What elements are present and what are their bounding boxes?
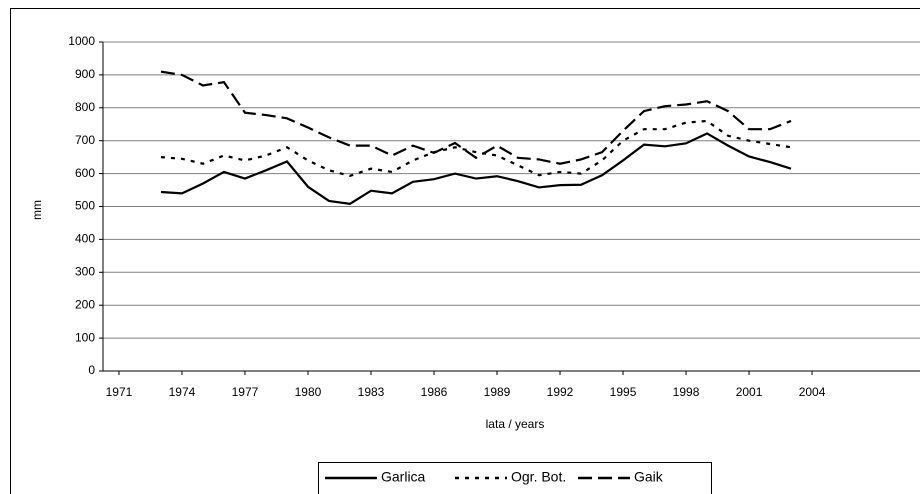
y-tick-label: 500 — [75, 199, 95, 213]
y-axis-label: mm — [30, 200, 44, 220]
x-tick-label: 1983 — [358, 385, 385, 399]
series-line — [160, 70, 792, 165]
x-tick-label: 1995 — [610, 385, 637, 399]
series-line — [160, 132, 792, 206]
x-tick-label: 1977 — [232, 385, 259, 399]
x-tick-label: 1980 — [295, 385, 322, 399]
y-tick-label: 400 — [75, 232, 95, 246]
y-tick-label: 300 — [75, 264, 95, 278]
legend-label: Garlica — [381, 469, 426, 485]
legend-label: Ogr. Bot. — [511, 469, 566, 485]
x-tick-label: 1974 — [169, 385, 196, 399]
y-tick-label: 600 — [75, 166, 95, 180]
y-tick-label: 0 — [88, 363, 95, 377]
x-tick-label: 2001 — [736, 385, 763, 399]
x-tick-label: 1971 — [106, 385, 133, 399]
y-tick-label: 700 — [75, 133, 95, 147]
x-tick-label: 1992 — [547, 385, 574, 399]
x-axis-label: lata / years — [486, 417, 545, 431]
legend-box — [318, 462, 712, 494]
y-tick-label: 1000 — [68, 34, 95, 48]
y-tick-label: 900 — [75, 67, 95, 81]
y-tick-label: 100 — [75, 330, 95, 344]
x-tick-label: 1986 — [421, 385, 448, 399]
y-tick-label: 200 — [75, 297, 95, 311]
series-line — [160, 119, 792, 178]
x-tick-label: 2004 — [799, 385, 826, 399]
x-tick-label: 1998 — [673, 385, 700, 399]
chart-frame — [10, 8, 920, 494]
legend-label: Gaik — [634, 469, 664, 485]
y-tick-label: 800 — [75, 100, 95, 114]
x-tick-label: 1989 — [484, 385, 511, 399]
